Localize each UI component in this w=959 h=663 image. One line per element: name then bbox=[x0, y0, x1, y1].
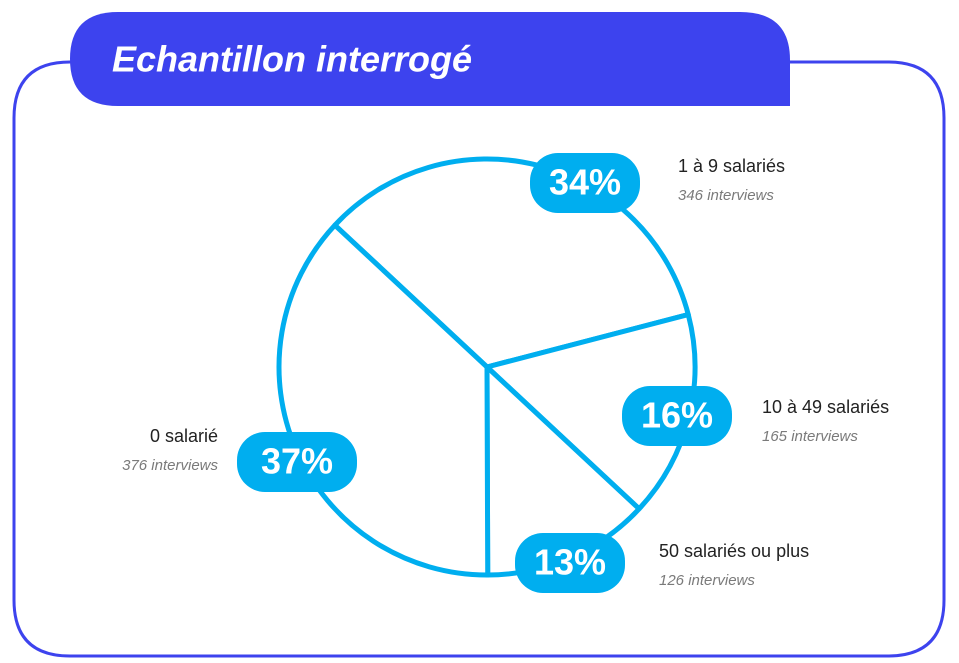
pie bbox=[276, 156, 698, 578]
category-label: 50 salariés ou plus bbox=[659, 541, 809, 561]
value-badge bbox=[515, 533, 625, 593]
annotation: 346 interviews bbox=[678, 187, 774, 204]
value-badge bbox=[622, 386, 732, 446]
category-label: 0 salarié bbox=[150, 426, 218, 446]
labels: 34% 1 à 9 salariés 346 interviews 16% 10 à 4… bbox=[122, 153, 889, 593]
annotation: 376 interviews bbox=[122, 457, 218, 474]
value-badge bbox=[237, 432, 357, 492]
category-label: 1 à 9 salariés bbox=[678, 156, 785, 176]
annotation: 165 interviews bbox=[762, 428, 858, 445]
category-label: 10 à 49 salariés bbox=[762, 397, 889, 417]
value-label: 16% bbox=[641, 395, 713, 436]
chart-title: Echantillon interrogé bbox=[112, 39, 472, 80]
title-tab bbox=[70, 12, 790, 106]
value-label: 34% bbox=[549, 162, 621, 203]
value-label: 13% bbox=[534, 542, 606, 583]
annotation: 126 interviews bbox=[659, 572, 755, 589]
value-label: 37% bbox=[261, 441, 333, 482]
frame bbox=[12, 60, 946, 658]
value-badge bbox=[530, 153, 640, 213]
